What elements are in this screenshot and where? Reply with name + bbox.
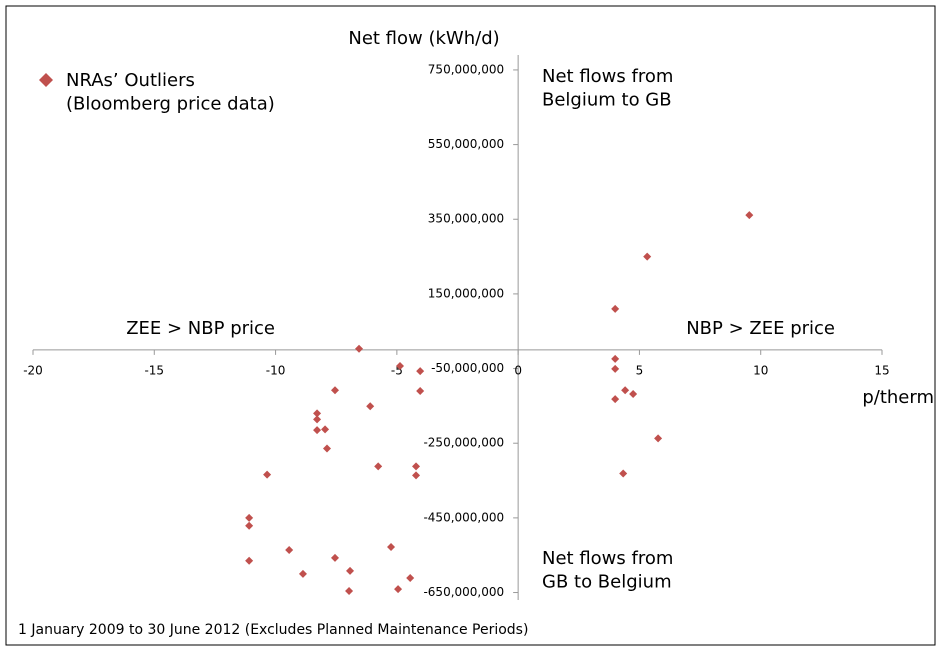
point [611, 354, 620, 363]
point [629, 389, 638, 398]
y-tick-label: -450,000,000 [423, 510, 504, 524]
x-tick-label: -15 [144, 363, 164, 377]
x-tick-label: 5 [636, 363, 644, 377]
x-axis-title: p/therm [862, 387, 934, 408]
point [346, 566, 355, 575]
point [611, 304, 620, 313]
point [387, 542, 396, 551]
legend-label: NRAs’ Outliers (Bloomberg price data) [66, 70, 275, 114]
annotation: NBP > ZEE price [686, 318, 835, 339]
point [374, 462, 383, 471]
x-tick-label: 0 [514, 363, 522, 377]
point [298, 569, 307, 578]
point [396, 361, 405, 370]
point [416, 386, 425, 395]
point [263, 470, 272, 479]
y-tick-label: 750,000,000 [428, 62, 504, 76]
annotation: ZEE > NBP price [126, 318, 275, 339]
y-tick-label: 350,000,000 [428, 212, 504, 226]
annotation: Net flows from GB to Belgium [542, 548, 673, 592]
point [611, 395, 620, 404]
point [621, 386, 630, 395]
y-tick-label: -650,000,000 [423, 585, 504, 599]
point [245, 556, 254, 565]
point [412, 471, 421, 480]
y-axis-title: Net flow (kWh/d) [348, 28, 499, 49]
footnote: 1 January 2009 to 30 June 2012 (Excludes… [18, 622, 528, 638]
annotation: Net flows from Belgium to GB [542, 66, 673, 110]
point [313, 415, 322, 424]
point [285, 545, 294, 554]
point [412, 462, 421, 471]
point [394, 585, 403, 594]
x-tick-label: 10 [753, 363, 768, 377]
y-tick-label: 550,000,000 [428, 137, 504, 151]
x-tick-label: 15 [874, 363, 889, 377]
y-tick-label: -250,000,000 [423, 436, 504, 450]
point [654, 434, 663, 443]
point [355, 344, 364, 353]
y-tick-label: -50,000,000 [431, 361, 504, 375]
legend-marker [39, 73, 53, 87]
x-tick-label: -10 [266, 363, 286, 377]
point [322, 444, 331, 453]
point [366, 402, 375, 411]
y-tick-label: 150,000,000 [428, 286, 504, 300]
x-tick-label: -20 [23, 363, 43, 377]
point [643, 252, 652, 261]
point [619, 469, 628, 478]
point [331, 553, 340, 562]
x-tick-label: -5 [391, 363, 403, 377]
point [416, 367, 425, 376]
point [745, 211, 754, 220]
point [313, 426, 322, 435]
point [321, 425, 330, 434]
point [406, 573, 415, 582]
frame [5, 5, 936, 646]
point [245, 521, 254, 530]
point [611, 364, 620, 373]
point [345, 587, 354, 596]
point [313, 409, 322, 418]
point [245, 513, 254, 522]
point [331, 386, 340, 395]
